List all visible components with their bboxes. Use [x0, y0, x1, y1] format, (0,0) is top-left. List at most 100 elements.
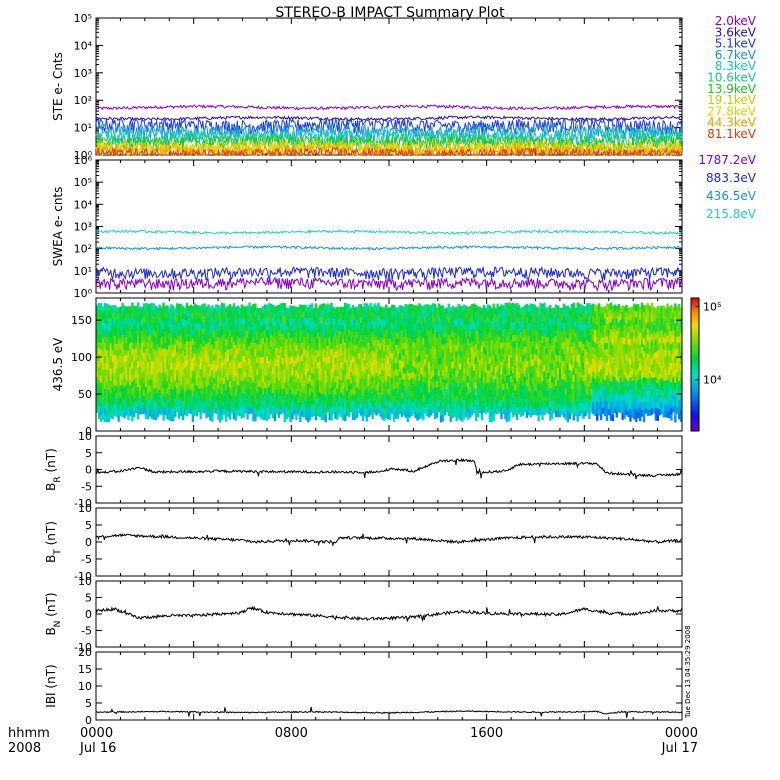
pitch-angle-cell — [230, 324, 234, 331]
pitch-angle-cell — [392, 350, 396, 358]
pitch-angle-cell — [594, 304, 597, 312]
pitch-angle-cell — [414, 361, 417, 369]
pitch-angle-cell — [215, 370, 218, 378]
pitch-angle-cell — [160, 367, 163, 374]
pitch-angle-cell — [203, 327, 206, 335]
pitch-angle-cell — [463, 304, 466, 312]
pitch-angle-cell — [314, 329, 318, 337]
pitch-angle-cell — [211, 344, 214, 351]
pitch-angle-cell — [596, 413, 599, 421]
pitch-angle-cell — [267, 386, 271, 394]
pitch-angle-cell — [598, 359, 601, 366]
pitch-angle-cell — [201, 352, 204, 359]
pitch-angle-cell — [521, 385, 525, 392]
pitch-angle-cell — [285, 375, 288, 383]
pitch-angle-cell — [168, 345, 171, 352]
pitch-angle-cell — [123, 355, 126, 363]
pitch-angle-cell — [504, 360, 507, 368]
pitch-angle-cell — [428, 342, 431, 350]
pitch-angle-cell — [314, 361, 318, 369]
pitch-angle-cell — [342, 357, 345, 364]
pitch-angle-cell — [580, 347, 583, 354]
pitch-angle-cell — [97, 322, 101, 329]
pitch-angle-cell — [308, 317, 312, 325]
pitch-angle-cell — [256, 392, 259, 399]
pitch-angle-cell — [301, 366, 304, 374]
pitch-angle-cell — [332, 342, 335, 349]
pitch-angle-cell — [260, 375, 263, 382]
pitch-angle-cell — [301, 403, 304, 411]
pitch-angle-cell — [514, 309, 517, 317]
pitch-angle-cell — [150, 399, 154, 406]
pitch-angle-cell — [336, 406, 339, 414]
pitch-angle-cell — [131, 355, 134, 363]
pitch-angle-cell — [381, 319, 384, 327]
pitch-angle-cell — [398, 329, 402, 336]
pitch-angle-cell — [119, 312, 122, 320]
pitch-angle-cell — [152, 322, 155, 330]
pitch-angle-cell — [453, 361, 456, 369]
pitch-angle-cell — [471, 316, 474, 323]
pitch-angle-cell — [197, 329, 200, 336]
pitch-angle-cell — [312, 391, 316, 399]
pitch-angle-cell — [221, 400, 224, 408]
pitch-angle-cell — [420, 342, 423, 350]
pitch-angle-cell — [383, 307, 386, 315]
pitch-angle-cell — [197, 370, 200, 377]
pitch-angle-cell — [433, 354, 437, 362]
pitch-angle-cell — [572, 302, 575, 310]
pitch-angle-cell — [447, 384, 450, 392]
pitch-angle-cell — [555, 323, 558, 330]
pitch-angle-cell — [539, 352, 542, 360]
pitch-angle-cell — [121, 315, 124, 323]
pitch-angle-cell — [224, 376, 228, 384]
pitch-angle-cell — [533, 341, 536, 348]
pitch-angle-cell — [402, 384, 406, 392]
pitch-angle-cell — [164, 396, 167, 404]
pitch-angle-cell — [566, 351, 570, 358]
pitch-angle-cell — [369, 309, 372, 316]
pitch-angle-cell — [150, 315, 154, 323]
pitch-angle-cell — [451, 342, 454, 350]
pitch-angle-cell — [246, 343, 249, 351]
pitch-angle-cell — [529, 391, 532, 399]
pitch-angle-cell — [285, 338, 288, 346]
pitch-angle-cell — [219, 415, 222, 423]
pitch-angle-cell — [578, 334, 581, 342]
pitch-angle-cell — [545, 307, 548, 314]
pitch-angle-cell — [367, 342, 370, 350]
pitch-angle-cell — [285, 412, 288, 420]
pitch-angle-cell — [215, 346, 218, 354]
pitch-angle-cell — [514, 316, 517, 323]
pitch-angle-cell — [191, 357, 195, 365]
pitch-angle-cell — [129, 312, 132, 320]
pitch-angle-cell — [562, 366, 566, 374]
pitch-angle-cell — [353, 375, 357, 383]
pitch-angle-cell — [506, 362, 509, 370]
pitch-angle-cell — [430, 408, 433, 416]
pitch-angle-cell — [314, 335, 318, 343]
pitch-angle-cell — [580, 316, 583, 324]
pitch-angle-cell — [351, 324, 355, 331]
pitch-angle-cell — [451, 411, 454, 418]
pitch-angle-cell — [394, 332, 398, 339]
pitch-angle-cell — [97, 412, 101, 419]
pitch-angle-cell — [426, 366, 429, 373]
pitch-angle-cell — [195, 378, 198, 386]
pitch-angle-cell — [121, 322, 124, 329]
pitch-angle-cell — [459, 349, 462, 357]
pitch-angle-cell — [191, 415, 195, 422]
pitch-angle-cell — [469, 342, 472, 350]
pitch-angle-cell — [574, 379, 577, 387]
pitch-angle-cell — [353, 319, 357, 327]
pitch-angle-cell — [551, 351, 554, 358]
pitch-angle-cell — [148, 309, 152, 317]
pitch-angle-cell — [465, 342, 468, 350]
pitch-angle-cell — [334, 369, 337, 377]
pitch-angle-cell — [586, 321, 589, 328]
pitch-angle-cell — [183, 367, 187, 374]
pitch-angle-cell — [523, 405, 527, 413]
pitch-angle-cell — [195, 397, 198, 405]
pitch-angle-cell — [539, 327, 542, 335]
pitch-angle-cell — [349, 388, 353, 396]
